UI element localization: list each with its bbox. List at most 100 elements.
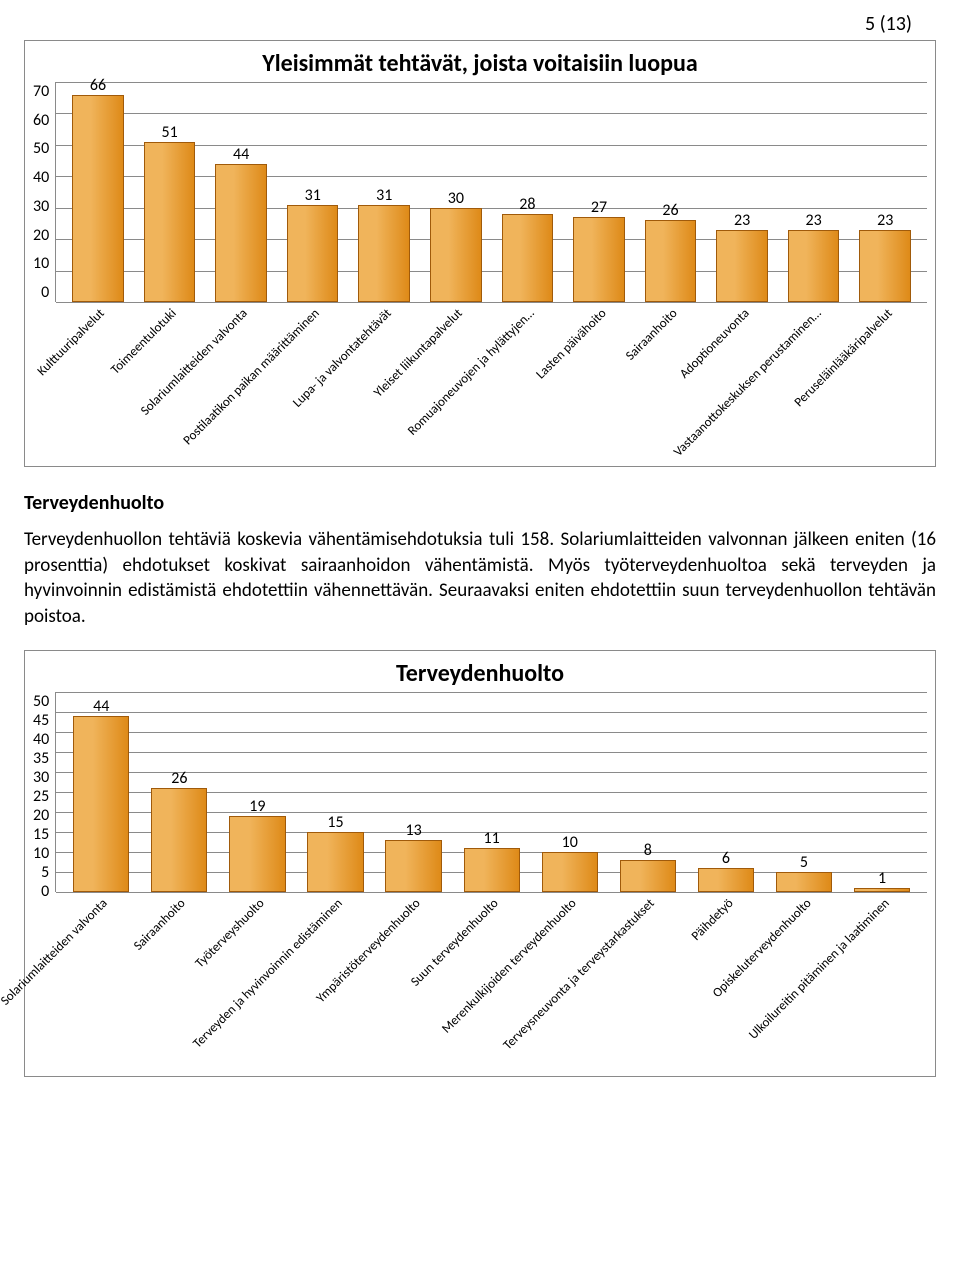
bar-slot: 1 bbox=[843, 692, 921, 892]
bar bbox=[716, 230, 768, 302]
section-heading: Terveydenhuolto bbox=[24, 491, 936, 515]
x-label: Lasten päivähoito bbox=[563, 302, 635, 462]
x-label: Kulttuuripalvelut bbox=[61, 302, 133, 462]
x-label: Ulkoilureitin pitäminen ja laatiminen bbox=[843, 892, 921, 1072]
bar-slot: 66 bbox=[62, 82, 134, 302]
bar-slot: 6 bbox=[687, 692, 765, 892]
bar-value: 1 bbox=[878, 869, 886, 888]
bar-slot: 10 bbox=[531, 692, 609, 892]
chart2-y-axis: 50454035302520151050 bbox=[33, 692, 55, 892]
y-tick: 50 bbox=[33, 692, 49, 711]
bar-value: 5 bbox=[800, 853, 808, 872]
bar-value: 44 bbox=[233, 145, 249, 164]
bar-slot: 23 bbox=[778, 82, 850, 302]
y-tick: 45 bbox=[33, 711, 49, 730]
bar bbox=[698, 868, 754, 892]
bar-slot: 19 bbox=[218, 692, 296, 892]
y-tick: 40 bbox=[33, 730, 49, 749]
bar-slot: 31 bbox=[348, 82, 420, 302]
bar-value: 15 bbox=[327, 813, 343, 832]
bar bbox=[788, 230, 840, 302]
y-tick: 10 bbox=[33, 844, 49, 863]
x-label: Terveysneuvonta ja terveystarkastukset bbox=[608, 892, 686, 1072]
bar-value: 23 bbox=[806, 211, 822, 230]
chart2-x-labels: Solariumlaitteiden valvontaSairaanhoitoT… bbox=[55, 892, 927, 1072]
y-tick: 5 bbox=[41, 863, 49, 882]
x-label: Solariumlaitteiden valvonta bbox=[61, 892, 139, 1072]
bar-slot: 28 bbox=[492, 82, 564, 302]
bar-value: 26 bbox=[171, 769, 187, 788]
y-tick: 15 bbox=[33, 825, 49, 844]
y-tick: 0 bbox=[41, 283, 49, 302]
bar-value: 30 bbox=[448, 189, 464, 208]
y-tick: 30 bbox=[33, 197, 49, 216]
chart1-x-labels: KulttuuripalvelutToimeentulotukiSolarium… bbox=[55, 302, 927, 462]
bar-slot: 51 bbox=[134, 82, 206, 302]
chart2-plot: 50454035302520151050 442619151311108651 bbox=[33, 692, 927, 892]
bar-slot: 8 bbox=[609, 692, 687, 892]
y-tick: 20 bbox=[33, 806, 49, 825]
bar bbox=[776, 872, 832, 892]
bar-value: 11 bbox=[484, 829, 500, 848]
bar-value: 31 bbox=[305, 186, 321, 205]
bar bbox=[645, 220, 697, 302]
body-text: Terveydenhuollon tehtäviä koskevia vähen… bbox=[24, 527, 936, 630]
y-tick: 20 bbox=[33, 226, 49, 245]
bar-slot: 23 bbox=[706, 82, 778, 302]
bar-value: 31 bbox=[376, 186, 392, 205]
bar bbox=[72, 95, 124, 302]
bar-value: 8 bbox=[644, 841, 652, 860]
y-tick: 50 bbox=[33, 139, 49, 158]
bar-value: 19 bbox=[249, 797, 265, 816]
bar bbox=[358, 205, 410, 302]
chart1-y-axis: 706050403020100 bbox=[33, 82, 55, 302]
bar-slot: 26 bbox=[635, 82, 707, 302]
y-tick: 0 bbox=[41, 882, 49, 901]
y-tick: 10 bbox=[33, 254, 49, 273]
x-label: Romuajoneuvojen ja hylättyjen… bbox=[491, 302, 563, 462]
bar-value: 66 bbox=[90, 76, 106, 95]
y-tick: 25 bbox=[33, 787, 49, 806]
bar bbox=[151, 788, 207, 892]
x-label: Peruseläinlääkäripalvelut bbox=[849, 302, 921, 462]
bar bbox=[287, 205, 339, 302]
bar bbox=[620, 860, 676, 892]
page-number: 5 (13) bbox=[24, 12, 936, 36]
bar-slot: 15 bbox=[296, 692, 374, 892]
bar-value: 51 bbox=[161, 123, 177, 142]
bar-value: 23 bbox=[877, 211, 893, 230]
bar bbox=[229, 816, 285, 892]
bar bbox=[464, 848, 520, 892]
chart2-title: Terveydenhuolto bbox=[33, 659, 927, 688]
bar-value: 44 bbox=[93, 697, 109, 716]
bar bbox=[215, 164, 267, 302]
bar-value: 23 bbox=[734, 211, 750, 230]
chart-card-2: Terveydenhuolto 50454035302520151050 442… bbox=[24, 650, 936, 1077]
bar bbox=[502, 214, 554, 302]
bar-slot: 13 bbox=[375, 692, 453, 892]
bar-value: 27 bbox=[591, 198, 607, 217]
y-tick: 40 bbox=[33, 168, 49, 187]
chart2-bars: 44 26 19 15 13 11 10 8 6 5 1 bbox=[56, 692, 927, 892]
bar-value: 6 bbox=[722, 849, 730, 868]
bar-slot: 5 bbox=[765, 692, 843, 892]
bar bbox=[385, 840, 441, 892]
bar-slot: 26 bbox=[140, 692, 218, 892]
bar-value: 10 bbox=[562, 833, 578, 852]
bar bbox=[430, 208, 482, 302]
bar bbox=[144, 142, 196, 302]
y-tick: 35 bbox=[33, 749, 49, 768]
chart-card-1: Yleisimmät tehtävät, joista voitaisiin l… bbox=[24, 40, 936, 467]
bar-slot: 44 bbox=[205, 82, 277, 302]
bar-slot: 30 bbox=[420, 82, 492, 302]
chart1-plot: 706050403020100 665144313130282726232323 bbox=[33, 82, 927, 302]
bar-value: 13 bbox=[405, 821, 421, 840]
bar-slot: 27 bbox=[563, 82, 635, 302]
bar bbox=[73, 716, 129, 892]
bar-slot: 44 bbox=[62, 692, 140, 892]
y-tick: 70 bbox=[33, 82, 49, 101]
bar bbox=[542, 852, 598, 892]
bar-slot: 23 bbox=[849, 82, 921, 302]
bar bbox=[859, 230, 911, 302]
bar bbox=[307, 832, 363, 892]
